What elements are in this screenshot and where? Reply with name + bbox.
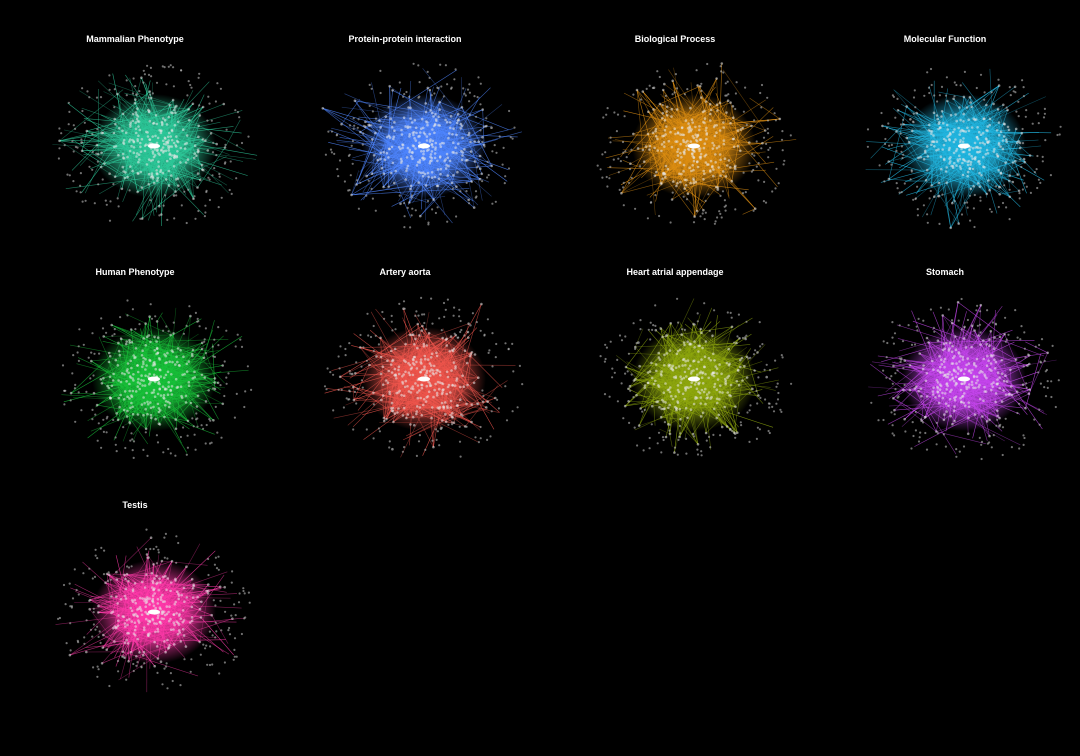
network-graph (596, 62, 797, 225)
panel-title: Artery aorta (379, 267, 431, 277)
panel-title: Mammalian Phenotype (86, 34, 184, 44)
network-graph (599, 297, 793, 457)
network-edges (322, 68, 522, 224)
network-nodes (596, 62, 792, 225)
network-nodes (599, 297, 793, 457)
panel-title: Stomach (925, 267, 964, 277)
panel-title: Protein-protein interaction (348, 34, 462, 44)
panel-artery-aorta: Artery aorta (270, 233, 540, 466)
network-graph (321, 62, 522, 229)
network-graph (52, 64, 258, 227)
panel-title: Biological Process (634, 34, 716, 44)
cluster-core (958, 376, 970, 382)
panel-biological-process: Biological Process (540, 0, 810, 233)
network-nodes (57, 528, 251, 690)
panel-title: Testis (122, 500, 148, 510)
network-nodes (61, 299, 253, 459)
network-graph (61, 299, 253, 459)
cluster-core (148, 609, 160, 615)
network-graph (868, 297, 1060, 461)
cluster-core (958, 143, 970, 149)
network-nodes (321, 62, 516, 229)
panel-protein-protein-interaction: Protein-protein interaction (270, 0, 540, 233)
network-graph (865, 67, 1062, 230)
cluster-core (418, 143, 430, 149)
cluster-core (148, 143, 160, 149)
panel-molecular-function: Molecular Function (810, 0, 1080, 233)
cluster-core (688, 376, 700, 382)
panel-mammalian-phenotype: Mammalian Phenotype (0, 0, 270, 233)
network-nodes (323, 296, 524, 458)
network-nodes (866, 67, 1062, 230)
cluster-core (418, 376, 430, 382)
panel-stomach: Stomach (810, 233, 1080, 466)
network-nodes (870, 297, 1060, 461)
network-edges (52, 73, 258, 227)
network-nodes (57, 64, 250, 225)
network-graph (55, 528, 251, 693)
panel-title: Molecular Function (903, 34, 987, 44)
network-graph (323, 296, 524, 458)
panel-title: Heart atrial appendage (626, 267, 724, 277)
panel-heart-atrial-appendage: Heart atrial appendage (540, 233, 810, 466)
cluster-core (688, 143, 700, 149)
panel-testis: Testis (0, 466, 270, 699)
panel-title: Human Phenotype (95, 267, 175, 277)
cluster-core (148, 376, 160, 382)
panel-human-phenotype: Human Phenotype (0, 233, 270, 466)
